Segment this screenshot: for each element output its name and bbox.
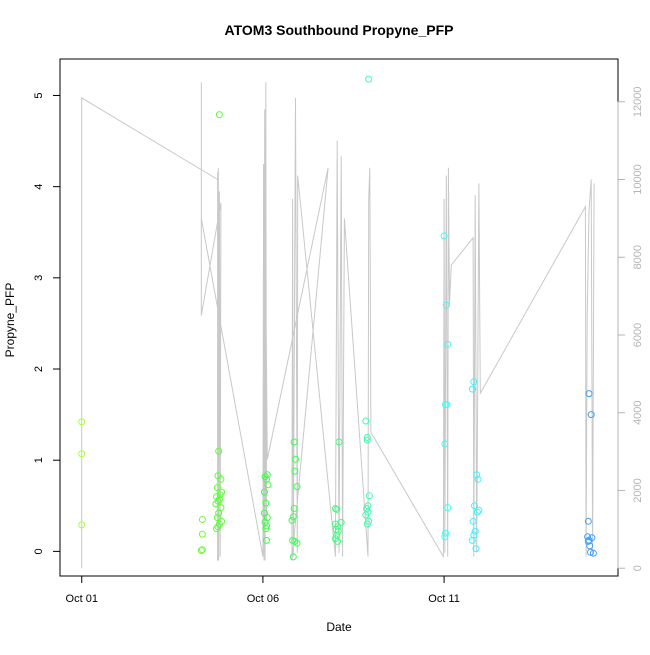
data-point xyxy=(262,525,270,533)
data-point xyxy=(589,549,597,557)
data-point xyxy=(362,511,370,519)
data-point xyxy=(469,517,477,525)
data-point xyxy=(213,514,221,522)
data-point xyxy=(263,522,270,530)
y-tick-label: 5 xyxy=(33,92,45,98)
data-point xyxy=(441,440,449,448)
line-series-layer xyxy=(81,82,595,569)
data-point xyxy=(365,75,373,83)
y2-tick-label: 0 xyxy=(632,565,644,571)
data-point xyxy=(289,513,297,521)
data-point xyxy=(473,508,481,516)
data-point xyxy=(216,491,224,499)
data-point xyxy=(290,505,298,512)
data-point xyxy=(78,521,86,529)
data-point xyxy=(290,438,298,446)
data-point xyxy=(288,516,296,524)
data-point xyxy=(260,488,268,496)
data-point xyxy=(584,517,592,525)
data-point xyxy=(335,438,343,446)
data-point xyxy=(291,467,299,475)
y2-tick-label: 2000 xyxy=(632,478,644,502)
data-point xyxy=(363,520,371,528)
data-point xyxy=(264,481,272,489)
points-layer xyxy=(78,75,597,561)
data-point xyxy=(472,545,480,553)
y2-tick-label: 4000 xyxy=(632,400,644,424)
data-point xyxy=(334,537,342,545)
data-point xyxy=(475,506,483,514)
data-point xyxy=(214,523,222,531)
y2-tick-label: 8000 xyxy=(632,245,644,269)
data-point xyxy=(468,385,476,393)
data-point xyxy=(292,455,299,463)
data-point xyxy=(293,483,301,491)
data-point xyxy=(213,484,221,492)
y2-tick-label: 6000 xyxy=(632,323,644,347)
data-point xyxy=(213,525,220,533)
x-axis-label: Date xyxy=(326,620,352,634)
y-tick-label: 1 xyxy=(33,457,45,463)
data-point xyxy=(334,527,342,535)
data-point xyxy=(362,417,370,425)
data-point xyxy=(198,546,206,554)
data-point xyxy=(585,390,593,398)
data-point xyxy=(198,530,206,538)
x-tick-label: Oct 01 xyxy=(66,593,98,605)
data-point xyxy=(263,471,271,479)
data-point xyxy=(289,553,297,561)
data-point xyxy=(363,433,371,441)
data-point xyxy=(78,418,86,426)
data-point xyxy=(474,475,482,483)
y-tick-label: 2 xyxy=(33,366,45,372)
data-point xyxy=(584,537,592,545)
y-tick-label: 3 xyxy=(33,275,45,281)
data-point xyxy=(262,499,270,507)
y-tick-label: 4 xyxy=(33,184,45,190)
data-point xyxy=(215,509,223,517)
y2-tick-label: 12000 xyxy=(632,87,644,118)
data-point xyxy=(215,111,223,119)
data-point xyxy=(471,502,478,510)
data-point xyxy=(212,500,220,508)
chart-title: ATOM3 Southbound Propyne_PFP xyxy=(225,22,454,38)
line-series-1 xyxy=(81,82,595,569)
data-point xyxy=(215,447,223,455)
data-point xyxy=(363,436,371,444)
data-point xyxy=(293,539,301,547)
data-point xyxy=(442,529,449,537)
x-tick-label: Oct 06 xyxy=(247,593,279,605)
data-point xyxy=(263,536,270,544)
data-point xyxy=(473,471,481,479)
data-point xyxy=(365,492,373,500)
data-point xyxy=(442,301,450,309)
y-axis-label: Propyne_PFP xyxy=(3,283,17,358)
data-point xyxy=(444,340,452,348)
data-point xyxy=(215,495,223,503)
data-point xyxy=(291,537,299,545)
y2-tick-label: 10000 xyxy=(632,164,644,195)
data-point xyxy=(587,411,595,419)
data-point xyxy=(444,504,452,512)
data-point xyxy=(440,232,448,240)
data-point xyxy=(587,548,594,556)
data-point xyxy=(78,450,86,458)
data-point xyxy=(197,547,205,554)
x-tick-label: Oct 11 xyxy=(428,593,460,605)
data-point xyxy=(333,505,341,513)
data-point xyxy=(468,536,476,544)
data-point xyxy=(584,533,592,541)
data-point xyxy=(331,505,339,512)
data-point xyxy=(441,533,449,541)
y-tick-label: 0 xyxy=(33,548,45,554)
data-point xyxy=(198,516,206,523)
data-point xyxy=(471,527,479,535)
data-point xyxy=(470,378,478,386)
data-point xyxy=(217,475,225,483)
axes-layer: Oct 01 Oct 06 Oct 11 0 1 2 3 4 5 0 2000 4000 6000 800… xyxy=(33,87,644,605)
data-point xyxy=(443,401,451,409)
